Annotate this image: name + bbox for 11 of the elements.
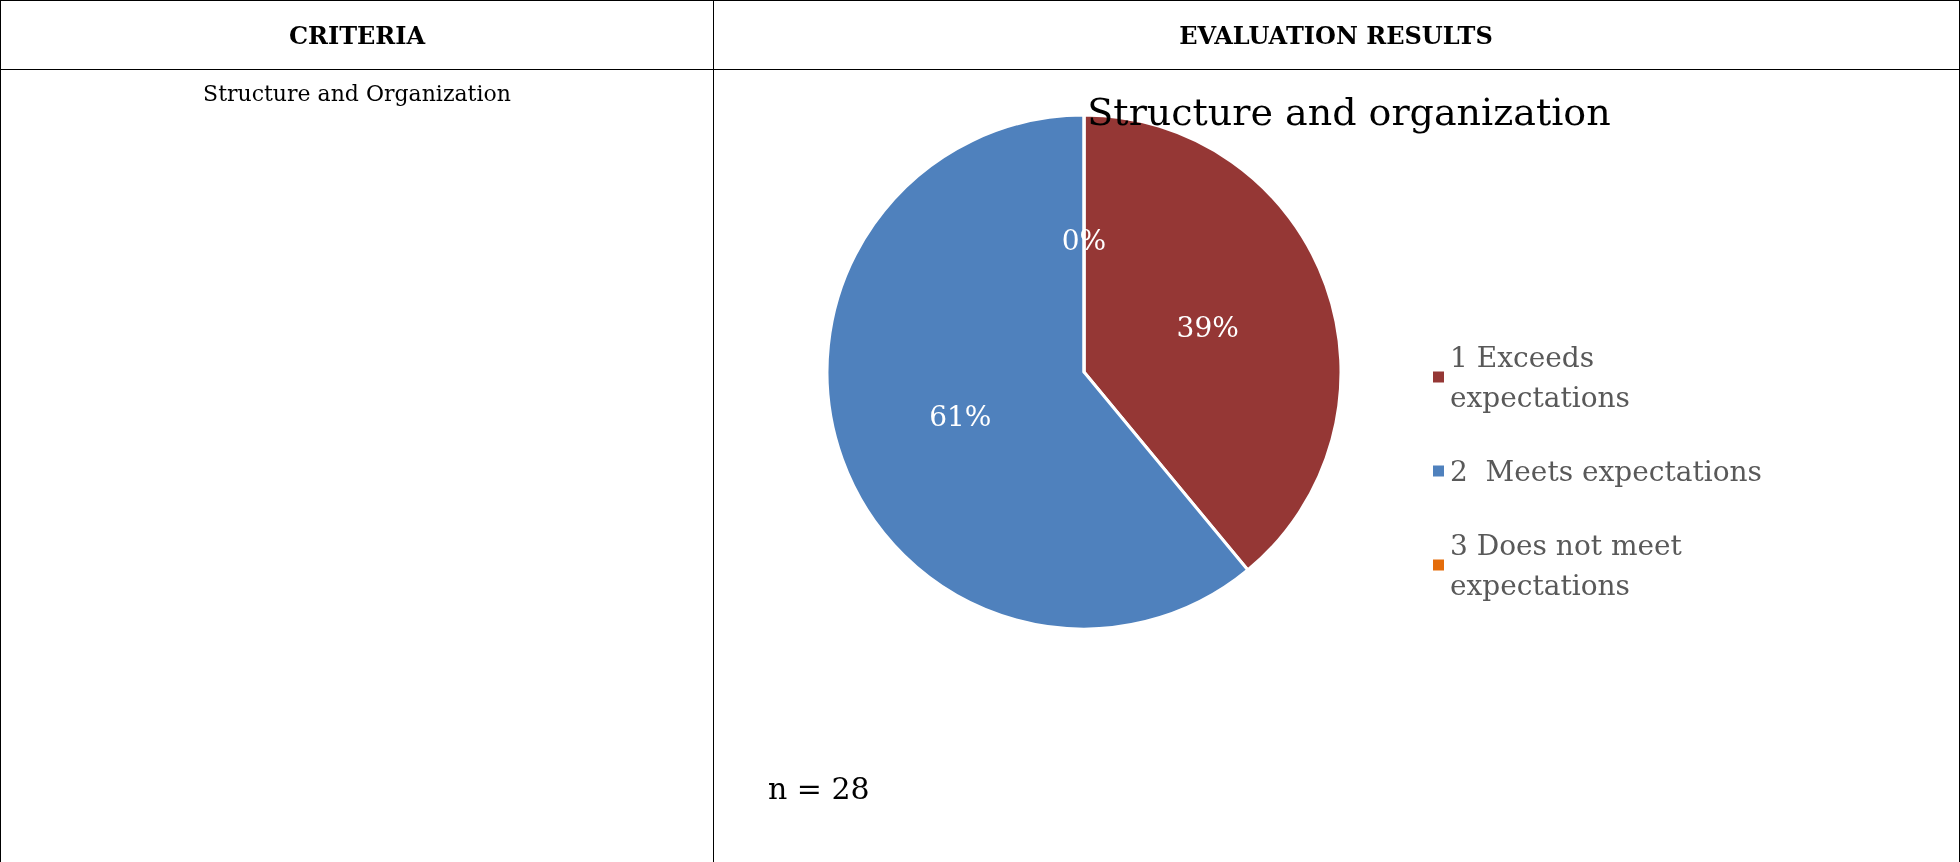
text: CRITERIA (1, 1, 713, 70)
legend-label: 3 Does not meet expectations (1450, 528, 1691, 602)
legend-label: 1 Exceeds expectations (1450, 340, 1630, 414)
data-label: 61% (929, 400, 992, 434)
data-label: 39% (1176, 310, 1239, 344)
chart-title: Structure and organization (1087, 90, 1611, 134)
text: 0% (1061, 224, 1107, 257)
text: EVALUATION RESULTS (713, 1, 1959, 70)
text: n = 28 (768, 771, 870, 806)
text: Structure and Organization (202, 81, 512, 106)
legend-label: 2 Meets expectations (1450, 454, 1762, 488)
